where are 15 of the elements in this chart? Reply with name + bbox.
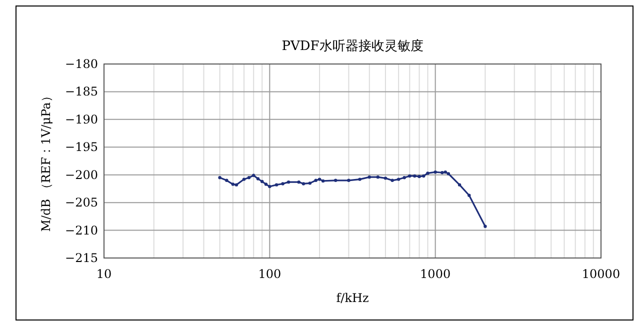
x-tick-label: 1000 <box>420 267 451 281</box>
y-axis-title: M/dB （REF：1V/μPa） <box>39 90 53 232</box>
y-tick-label: −190 <box>65 112 98 126</box>
y-tick-label: −215 <box>65 251 98 265</box>
y-tick-label: −205 <box>65 196 98 210</box>
y-tick-label: −210 <box>65 223 98 238</box>
chart-title: PVDF水听器接收灵敏度 <box>282 38 424 54</box>
x-tick-label: 100 <box>258 267 282 281</box>
x-tick-label: 10000 <box>582 267 620 281</box>
y-tick-label: −180 <box>65 57 98 71</box>
x-tick-label: 10 <box>96 267 112 281</box>
x-axis-title: f/kHz <box>336 291 369 305</box>
y-tick-label: −185 <box>65 84 98 99</box>
y-tick-label: −195 <box>65 140 98 154</box>
y-tick-label: −200 <box>65 168 98 182</box>
